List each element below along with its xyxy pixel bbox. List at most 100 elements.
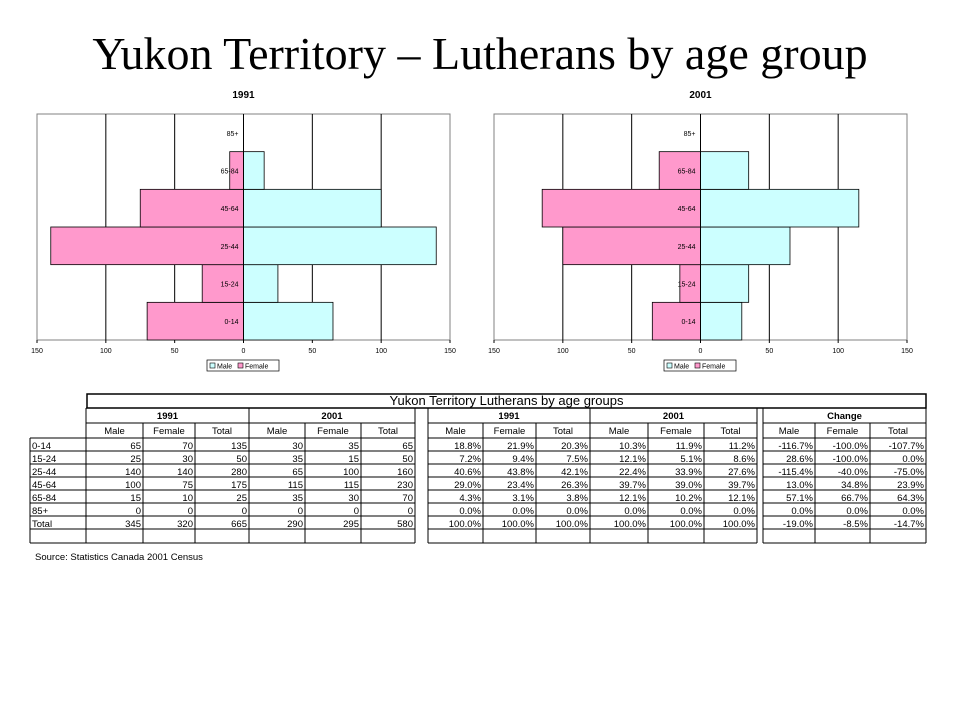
table-cell: -8.5% [843,519,868,530]
table-cell: 135 [231,441,247,452]
table-cell: 12.1% [619,454,646,465]
table-row-label: 45-64 [32,480,56,491]
table-cell: 100 [125,480,141,491]
table-cell: 22.4% [619,467,646,478]
table-cell: 4.3% [459,493,481,504]
table-cell: 29.0% [454,480,481,491]
table-cell: 3.1% [512,493,534,504]
category-label: 65-84 [678,169,696,176]
bar-male [243,188,382,228]
table-cell: 0.0% [566,506,588,517]
table-row-label: 25-44 [32,467,56,478]
bar-male [700,264,750,303]
table-cell: 65 [292,467,303,478]
table-cell: -100.0% [833,441,869,452]
table-cell: -107.7% [889,441,925,452]
x-tick-label: 150 [901,348,913,355]
table-column-header: Female [660,426,692,437]
table-column-header: Male [779,426,800,437]
table-cell: 70 [182,441,193,452]
table-cell: 100.0% [614,519,647,530]
table-cell: 13.0% [786,480,813,491]
table-cell: 295 [343,519,359,530]
table-cell: -100.0% [833,454,869,465]
category-label: 25-44 [221,244,239,251]
table-cell: 30 [292,441,303,452]
bar-female [658,151,701,190]
table-cell: 12.1% [728,493,755,504]
x-tick-label: 100 [832,348,844,355]
table-column-header: Total [378,426,398,437]
table-column-header: Total [888,426,908,437]
table-cell: 160 [397,467,413,478]
table-cell: 50 [236,454,247,465]
table-column-header: Female [827,426,859,437]
table-cell: -116.7% [778,441,813,452]
table-group-header: Change [827,411,862,422]
pyramid-chart-1991: 1991 150 100 50 0 50 100 150 0-14 15-24 25-44 45-64… [25,84,465,384]
table-cell: 100.0% [449,519,482,530]
table-cell: 25 [236,493,247,504]
legend-label-male: Male [674,364,689,371]
table-group-header: 1991 [498,411,520,422]
bar-female [50,226,244,266]
table-cell: 100.0% [502,519,535,530]
category-label: 85+ [227,131,239,138]
category-label: 45-64 [678,206,696,213]
table-row-label: 85+ [32,506,49,517]
table-cell: 28.6% [786,454,813,465]
data-table: Yukon Territory Lutherans by age groups 1… [27,393,932,568]
bar-female [139,188,244,228]
table-cell: 40.6% [454,467,481,478]
legend-label-male: Male [217,364,232,371]
table-column-header: Total [553,426,573,437]
table-column-header: Male [445,426,466,437]
x-tick-label: 150 [488,348,500,355]
legend-label-female: Female [702,364,725,371]
category-label: 0-14 [224,319,238,326]
table-cell: 10.2% [675,493,702,504]
table-cell: 0 [298,506,303,517]
table-cell: 0 [188,506,193,517]
table-cell: 280 [231,467,247,478]
table-cell: 39.7% [728,480,755,491]
table-cell: 115 [344,480,359,491]
table-cell: 0.0% [459,506,481,517]
bar-male [243,151,265,190]
x-tick-label: 150 [444,348,456,355]
legend-swatch-male [209,362,216,369]
table-cell: 57.1% [786,493,813,504]
table-cell: 12.1% [619,493,646,504]
table-cell: 10 [182,493,193,504]
table-cell: 0.0% [902,506,924,517]
table-cell: 30 [182,454,193,465]
table-cell: -115.4% [778,467,813,478]
bar-male [243,264,279,303]
table-cell: 20.3% [561,441,588,452]
table-cell: 15 [348,454,359,465]
table-cell: 39.7% [619,480,646,491]
category-label: 65-84 [221,169,239,176]
table-row-label: 15-24 [32,454,56,465]
table-cell: 30 [348,493,359,504]
x-tick-label: 100 [557,348,569,355]
x-tick-label: 50 [628,348,636,355]
table-column-header: Female [494,426,526,437]
table-cell: 65 [402,441,413,452]
table-cell: 665 [231,519,247,530]
table-cell: 175 [231,480,247,491]
slide-title: Yukon Territory – Lutherans by age group [92,28,868,79]
table-cell: 100.0% [670,519,703,530]
category-label: 85+ [684,131,696,138]
table-cell: 320 [177,519,193,530]
table-cell: 0 [408,506,413,517]
table-column-header: Total [212,426,232,437]
table-cell: 0 [242,506,247,517]
table-cell: 345 [125,519,141,530]
pyramid-chart-2001: 2001 150 100 50 0 50 100 150 0-14 15-24 25-44 45-64… [482,84,922,384]
table-cell: -19.0% [783,519,814,530]
table-cell: 15 [130,493,141,504]
table-cell: -40.0% [838,467,869,478]
bar-male [700,301,743,341]
legend-swatch-female [237,362,244,369]
